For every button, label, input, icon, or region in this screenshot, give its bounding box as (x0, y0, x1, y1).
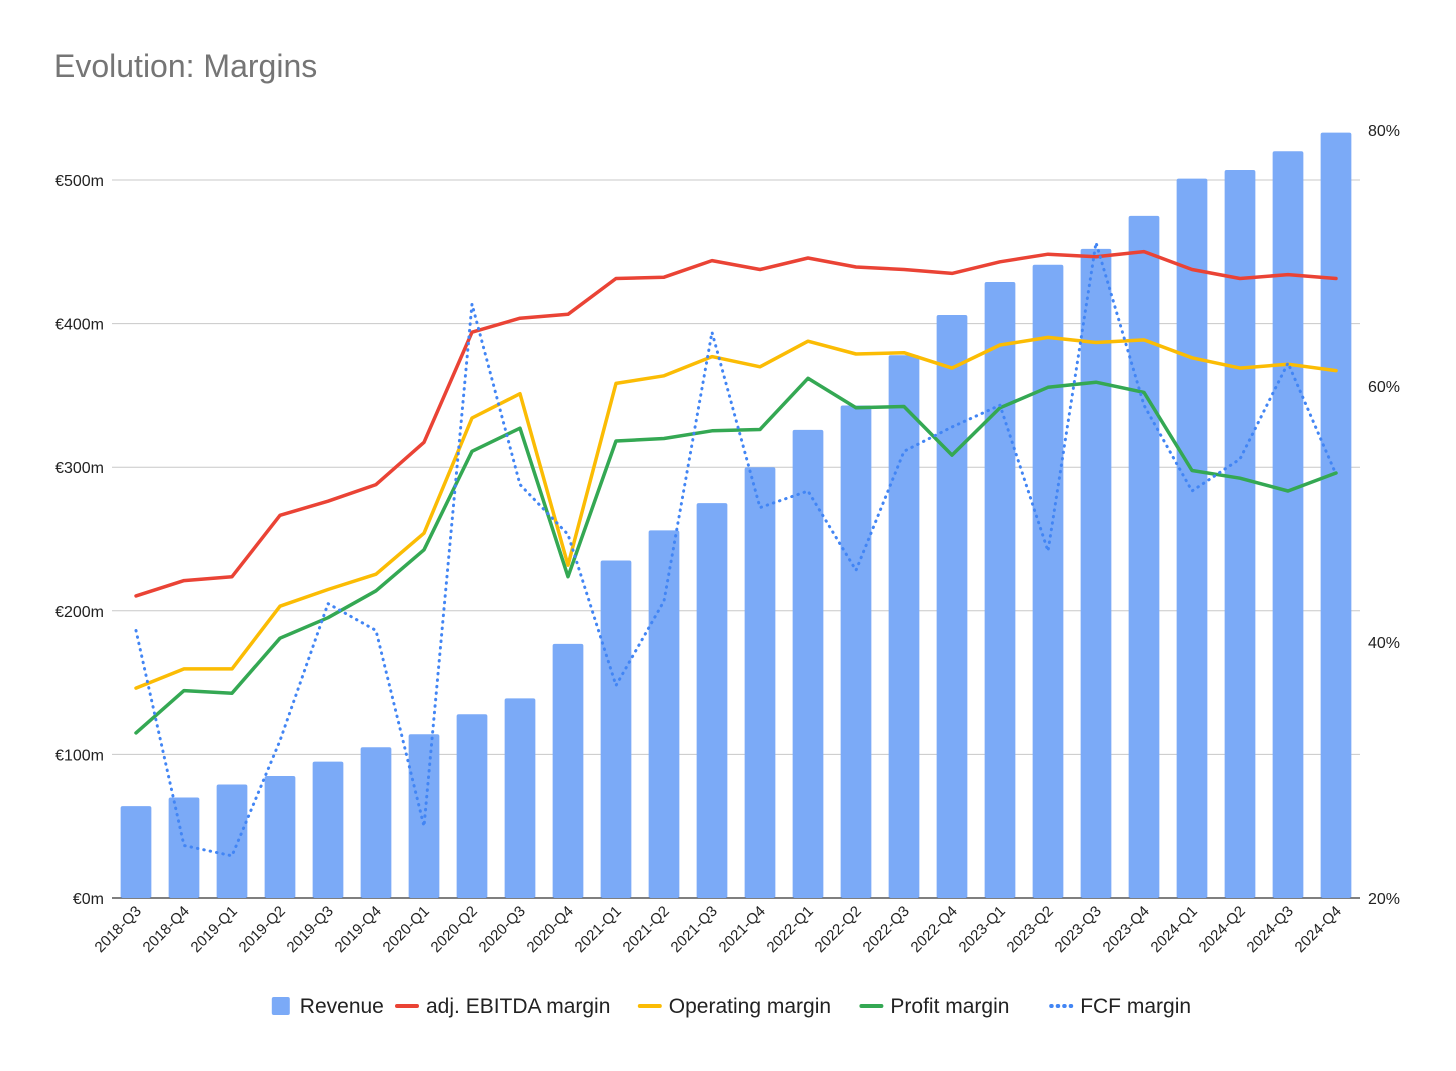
x-tick-label: 2022-Q4 (908, 903, 961, 956)
left-axis: €0m €100m €200m €300m €400m €500m (55, 173, 104, 908)
x-tick-label: 2022-Q3 (860, 903, 913, 956)
x-tick-label: 2019-Q3 (284, 903, 337, 956)
revenue-bar (600, 560, 632, 898)
legend-item-profit-margin[interactable]: Profit margin (859, 995, 1009, 1018)
legend-label: FCF margin (1080, 995, 1191, 1018)
revenue-bar (216, 784, 248, 898)
revenue-bar (1080, 248, 1112, 899)
revenue-bar (312, 761, 344, 898)
x-tick-label: 2023-Q2 (1004, 903, 1057, 956)
left-tick-label: €500m (55, 173, 104, 190)
right-tick-label: 60% (1368, 379, 1400, 396)
legend: Revenue adj. EBITDA margin Operating margi… (271, 995, 1191, 1018)
right-axis: 20% 40% 60% 80% (1368, 123, 1400, 908)
revenue-bar (648, 530, 680, 898)
chart-title: Evolution: Margins (54, 48, 318, 84)
x-tick-label: 2023-Q1 (956, 903, 1009, 956)
x-tick-label: 2021-Q2 (620, 903, 673, 956)
x-tick-label: 2018-Q4 (140, 903, 193, 956)
legend-label: adj. EBITDA margin (426, 995, 610, 1018)
x-tick-label: 2023-Q4 (1100, 903, 1153, 956)
x-tick-label: 2018-Q3 (92, 903, 145, 956)
operating-margin-line (134, 335, 1338, 690)
x-tick-label: 2022-Q1 (764, 903, 817, 956)
revenue-bar (1320, 132, 1352, 898)
left-tick-label: €0m (73, 891, 104, 908)
x-tick-label: 2020-Q3 (476, 903, 529, 956)
x-axis: 2018-Q32018-Q42019-Q12019-Q22019-Q32019-… (92, 903, 1345, 956)
right-tick-label: 20% (1368, 891, 1400, 908)
revenue-bar (696, 503, 728, 898)
revenue-bar (552, 643, 584, 898)
left-tick-label: €400m (55, 317, 104, 334)
revenue-bar (744, 467, 776, 898)
fcf-margin-line (134, 241, 1338, 858)
x-tick-label: 2021-Q3 (668, 903, 721, 956)
x-tick-label: 2024-Q3 (1244, 903, 1297, 956)
revenue-bar (1032, 264, 1064, 898)
revenue-bar (504, 698, 536, 898)
gridlines (112, 179, 1360, 899)
revenue-bar (456, 714, 488, 898)
x-tick-label: 2024-Q1 (1148, 903, 1201, 956)
revenue-bar (888, 355, 920, 898)
revenue-bar (360, 747, 392, 898)
legend-item-operating-margin[interactable]: Operating margin (637, 995, 831, 1018)
legend-label: Revenue (300, 995, 384, 1018)
revenue-bar (264, 775, 296, 898)
x-tick-label: 2019-Q1 (188, 903, 241, 956)
profit-margin-line (134, 376, 1338, 735)
revenue-bars (120, 132, 1352, 899)
legend-item-adj-ebitda-margin[interactable]: adj. EBITDA margin (395, 995, 610, 1018)
left-tick-label: €300m (55, 460, 104, 477)
x-tick-label: 2022-Q2 (812, 903, 865, 956)
left-tick-label: €100m (55, 747, 104, 764)
revenue-bar (120, 806, 152, 898)
right-tick-label: 40% (1368, 635, 1400, 652)
revenue-bar (168, 797, 200, 898)
revenue-bar (936, 314, 968, 898)
revenue-bar (984, 281, 1016, 898)
revenue-bar (792, 429, 824, 898)
x-tick-label: 2020-Q1 (380, 903, 433, 956)
x-tick-label: 2019-Q2 (236, 903, 289, 956)
right-tick-label: 80% (1368, 123, 1400, 140)
revenue-bar (1176, 178, 1208, 899)
x-tick-label: 2021-Q1 (572, 903, 625, 956)
x-tick-label: 2024-Q2 (1196, 903, 1249, 956)
x-tick-label: 2024-Q4 (1292, 903, 1345, 956)
revenue-bar (840, 405, 872, 898)
revenue-bar (1128, 215, 1160, 898)
legend-item-revenue[interactable]: Revenue (271, 995, 384, 1018)
x-tick-label: 2020-Q4 (524, 903, 577, 956)
legend-label: Profit margin (890, 995, 1009, 1018)
legend-marker (271, 997, 290, 1015)
legend-label: Operating margin (669, 995, 831, 1018)
margin-lines (134, 241, 1338, 858)
x-tick-label: 2023-Q3 (1052, 903, 1105, 956)
revenue-bar (1272, 151, 1304, 898)
x-tick-label: 2019-Q4 (332, 903, 385, 956)
left-tick-label: €200m (55, 604, 104, 621)
x-tick-label: 2021-Q4 (716, 903, 769, 956)
legend-item-fcf-margin[interactable]: FCF margin (1049, 995, 1191, 1018)
adj-ebitda-margin-line (134, 249, 1338, 598)
revenue-bar (1224, 169, 1256, 898)
x-tick-label: 2020-Q2 (428, 903, 481, 956)
